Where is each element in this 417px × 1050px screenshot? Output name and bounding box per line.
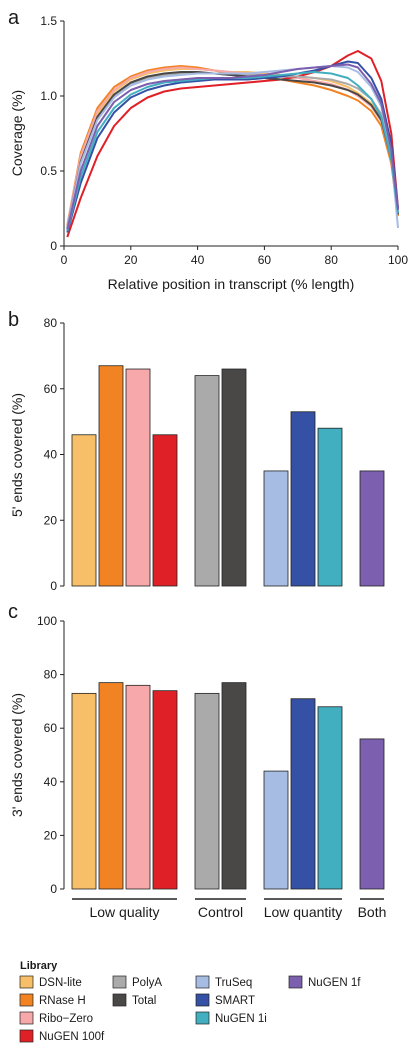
legend-label-nugen-100f: NuGEN 100f [39, 1031, 105, 1043]
bar-nugen-100f [152, 690, 178, 890]
y-tick-label: 80 [44, 668, 58, 682]
group-label-control: Control [198, 904, 243, 920]
group-brackets: Low quality Control Low quantity Both [72, 898, 387, 920]
five-prime-bar-chart: 0 20 40 60 80 5' ends covered (%) [9, 316, 385, 593]
y-tick-label: 60 [44, 721, 58, 735]
legend: Library DSN-lite RNase H Ribo−Zero NuGEN 10… [19, 960, 361, 1043]
x-tick-label: 100 [388, 253, 408, 267]
y-tick-label: 100 [37, 614, 57, 628]
legend-swatch-rnase-h [19, 993, 34, 1007]
bar-smart [290, 411, 316, 587]
y-tick-label: 20 [44, 828, 58, 842]
panel-letter-c: c [8, 601, 18, 623]
bar-truseq [263, 470, 289, 587]
legend-items: DSN-lite RNase H Ribo−Zero NuGEN 100f PolyA T… [19, 975, 361, 1043]
legend-swatch-smart [195, 993, 210, 1007]
series-line-nugen-1f [66, 63, 399, 230]
panel-letter-a: a [8, 7, 20, 29]
legend-swatch-nugen-1f [288, 975, 303, 989]
y-tick-label: 40 [44, 775, 58, 789]
legend-label-dsn-lite: DSN-lite [39, 977, 82, 989]
legend-label-nugen-1f: NuGEN 1f [308, 977, 361, 989]
legend-swatch-nugen-100f [19, 1029, 34, 1043]
bar-smart [290, 698, 316, 890]
x-tick-label: 40 [191, 253, 205, 267]
legend-swatch-nugen-1i [195, 1011, 210, 1025]
x-axis-label: Relative position in transcript (% lengt… [108, 276, 355, 292]
legend-label-rnase-h: RNase H [39, 995, 86, 1007]
bar-rnase-h [98, 682, 124, 890]
series-line-truseq [66, 65, 399, 229]
bar-total [221, 682, 247, 890]
series-line-polya [66, 72, 399, 229]
series-line-dsn-lite [66, 68, 399, 229]
bars [71, 365, 385, 587]
series-line-nugen-100f [66, 50, 399, 238]
bar-dsn-lite [71, 692, 97, 890]
bar-rnase-h [98, 365, 124, 587]
legend-label-truseq: TruSeq [215, 977, 252, 989]
series-line-nugen-1i [66, 71, 399, 232]
bar-nugen-1f [359, 470, 385, 587]
y-axis-label: 3' ends covered (%) [9, 693, 25, 817]
x-tick-label: 60 [258, 253, 272, 267]
x-tick-label: 80 [325, 253, 339, 267]
bar-polya [194, 375, 220, 587]
y-tick-label: 40 [44, 448, 58, 462]
legend-swatch-polya [112, 975, 127, 989]
bar-nugen-100f [152, 434, 178, 587]
legend-swatch-ribo-zero [19, 1011, 34, 1025]
bar-nugen-1i [317, 427, 343, 587]
series-line-smart [66, 60, 399, 233]
y-tick-label: 0 [50, 882, 57, 896]
legend-label-smart: SMART [215, 995, 255, 1007]
three-prime-bar-chart: 0 20 40 60 80 100 3' ends covered (%) Low qua… [9, 614, 386, 920]
bars [71, 682, 385, 890]
bar-ribo-zero [125, 684, 151, 890]
bar-nugen-1i [317, 706, 343, 890]
coverage-line-chart: 0 0.5 1.0 1.5 0 20 40 60 80 100 Coverage (%) Rel… [9, 14, 408, 292]
group-label-low-quantity: Low quantity [264, 904, 343, 920]
y-tick-label: 0 [50, 239, 57, 253]
legend-label-total: Total [132, 995, 156, 1007]
bar-truseq [263, 770, 289, 890]
group-label-low-quality: Low quality [89, 904, 159, 920]
legend-label-polya: PolyA [132, 977, 162, 989]
y-axis-label: Coverage (%) [9, 90, 25, 176]
x-tick-label: 0 [61, 253, 68, 267]
legend-swatch-truseq [195, 975, 210, 989]
bar-dsn-lite [71, 434, 97, 587]
bar-polya [194, 692, 220, 890]
bar-total [221, 368, 247, 587]
y-tick-label: 1.5 [40, 14, 57, 28]
y-tick-label: 20 [44, 513, 58, 527]
coverage-series-group [66, 50, 399, 238]
y-ticks: 0 0.5 1.0 1.5 [40, 14, 64, 253]
y-ticks: 0 20 40 60 80 [44, 316, 64, 593]
x-tick-label: 20 [124, 253, 138, 267]
y-tick-label: 60 [44, 382, 58, 396]
y-tick-label: 1.0 [40, 89, 57, 103]
legend-swatch-dsn-lite [19, 975, 34, 989]
legend-swatch-total [112, 993, 127, 1007]
y-axis-label: 5' ends covered (%) [9, 393, 25, 517]
legend-title: Library [20, 960, 58, 972]
y-ticks: 0 20 40 60 80 100 [37, 614, 64, 896]
legend-label-ribo-zero: Ribo−Zero [39, 1013, 93, 1025]
bar-ribo-zero [125, 368, 151, 587]
legend-label-nugen-1i: NuGEN 1i [215, 1013, 267, 1025]
panel-letter-b: b [8, 309, 19, 331]
x-ticks: 0 20 40 60 80 100 [61, 246, 408, 267]
bar-nugen-1f [359, 738, 385, 890]
group-label-both: Both [358, 904, 387, 920]
y-tick-label: 0.5 [40, 164, 57, 178]
y-tick-label: 0 [50, 579, 57, 593]
y-tick-label: 80 [44, 316, 58, 330]
